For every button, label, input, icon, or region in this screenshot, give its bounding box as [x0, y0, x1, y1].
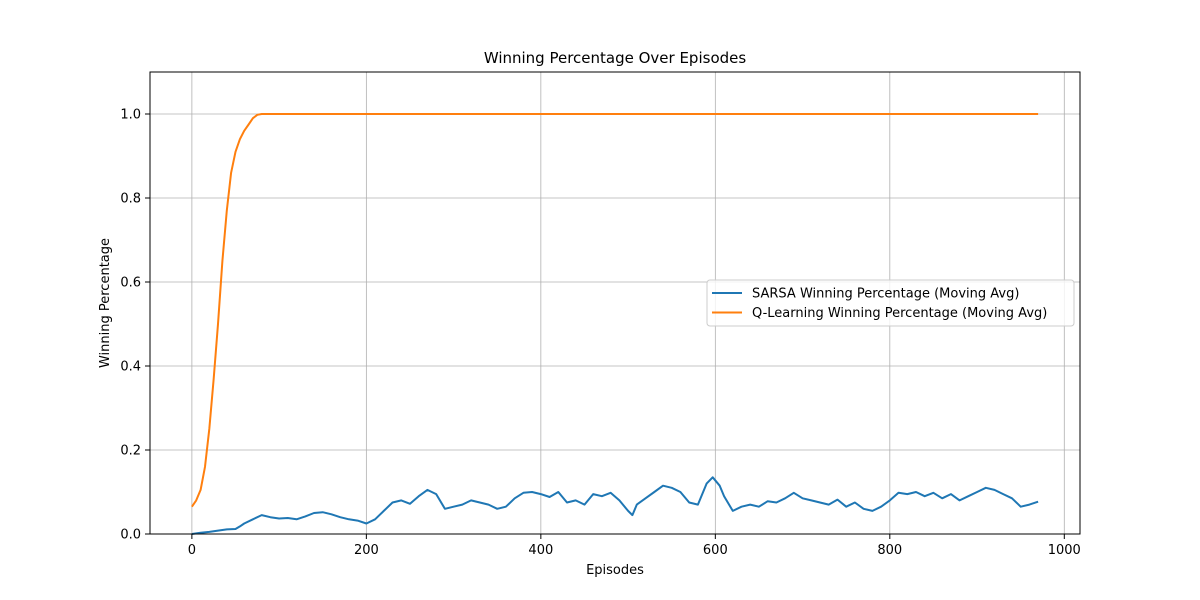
- x-axis-label: Episodes: [586, 563, 644, 578]
- x-tick-label: 400: [528, 543, 553, 558]
- axis-ticks: 0 200 400 600 800 1000 0.0 0.2 0.4 0.6 0.8 1.0: [120, 108, 1081, 559]
- chart-title: Winning Percentage Over Episodes: [484, 49, 747, 67]
- y-axis-label: Winning Percentage: [98, 238, 113, 368]
- series-line-q-learning: [191, 113, 1039, 508]
- x-tick-label: 0: [188, 543, 196, 558]
- y-tick-label: 0.0: [120, 528, 141, 543]
- y-tick-label: 0.2: [120, 444, 141, 459]
- series-line-sarsa: [191, 476, 1039, 535]
- legend-entry-label: SARSA Winning Percentage (Moving Avg): [752, 287, 1019, 302]
- y-tick-label: 0.4: [120, 360, 141, 375]
- plot-frame: [149, 71, 1081, 535]
- y-tick-label: 0.8: [120, 192, 141, 207]
- legend: SARSA Winning Percentage (Moving Avg) Q-L…: [706, 279, 1075, 327]
- x-tick-label: 200: [354, 543, 379, 558]
- legend-box: [706, 279, 1075, 327]
- y-tick-label: 0.6: [120, 276, 141, 291]
- x-tick-label: 1000: [1048, 543, 1081, 558]
- y-tick-label: 1.0: [120, 108, 141, 123]
- x-tick-label: 600: [703, 543, 728, 558]
- x-tick-label: 800: [877, 543, 902, 558]
- series-lines: [191, 113, 1039, 535]
- legend-entry-label: Q-Learning Winning Percentage (Moving Av…: [752, 306, 1047, 321]
